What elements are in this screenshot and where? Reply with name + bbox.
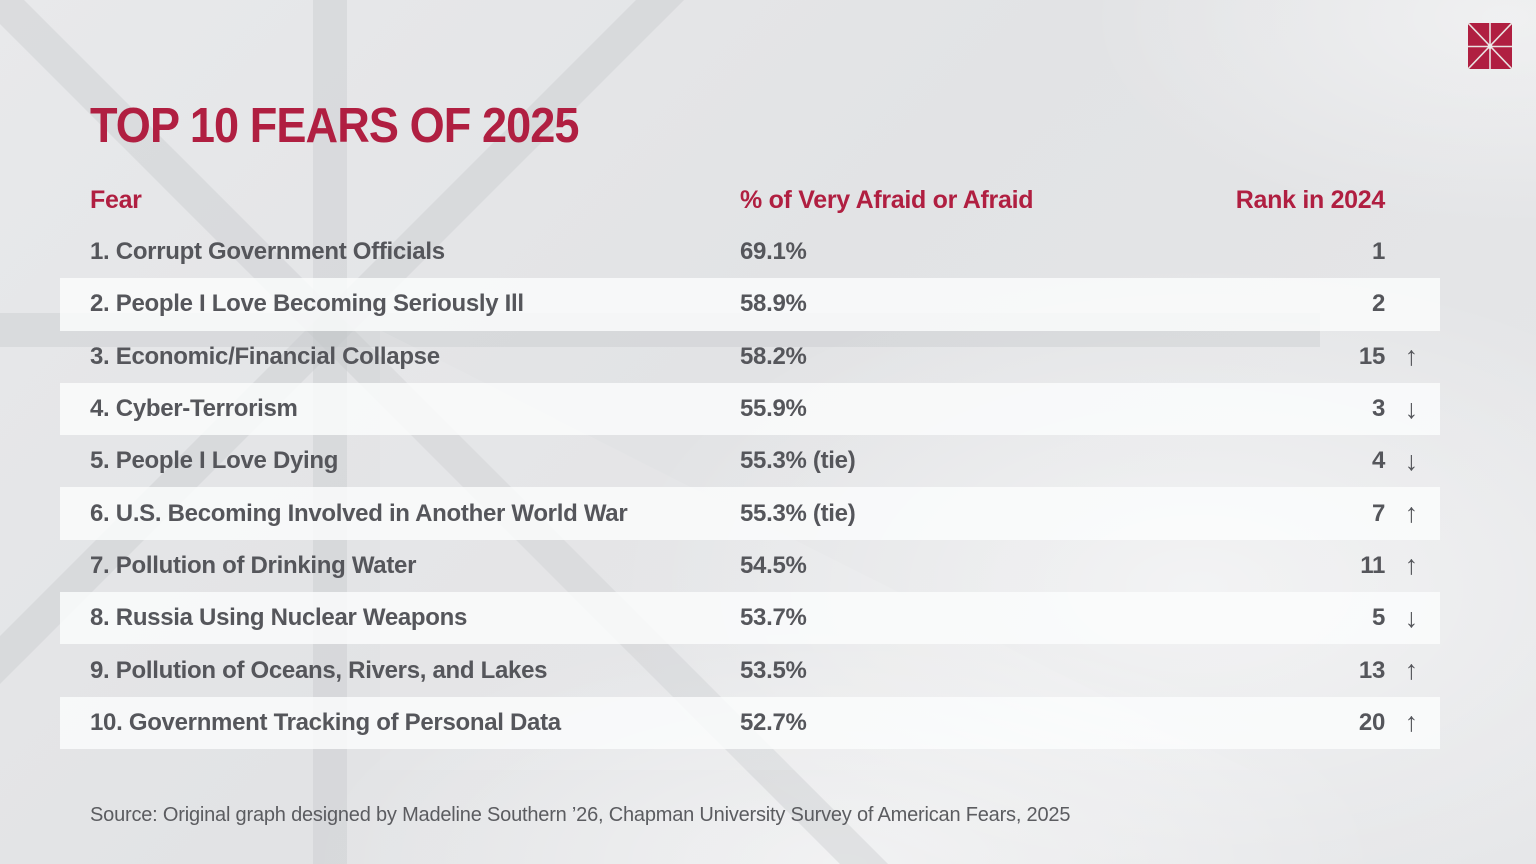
fear-label: 4. Cyber-Terrorism bbox=[90, 395, 298, 423]
table-row: 2. People I Love Becoming Seriously Ill … bbox=[60, 278, 1440, 331]
fear-label: 7. Pollution of Drinking Water bbox=[90, 551, 417, 579]
percent-value: 69.1% bbox=[740, 238, 807, 266]
source-caption: Source: Original graph designed by Madel… bbox=[90, 804, 1071, 826]
rank-value: 13 bbox=[1358, 656, 1385, 684]
trend-down-arrow-icon: ↓ bbox=[1404, 393, 1419, 424]
column-header-fear: Fear bbox=[90, 185, 142, 214]
percent-value: 53.5% bbox=[740, 656, 807, 684]
trend-up-arrow-icon: ↑ bbox=[1404, 550, 1419, 581]
percent-value: 55.3% (tie) bbox=[740, 499, 856, 527]
fear-label: 10. Government Tracking of Personal Data bbox=[90, 708, 561, 736]
rank-value: 4 bbox=[1371, 447, 1385, 475]
trend-down-arrow-icon: ↓ bbox=[1404, 445, 1419, 476]
fear-label: 9. Pollution of Oceans, Rivers, and Lake… bbox=[90, 656, 548, 684]
table-row: 6. U.S. Becoming Involved in Another Wor… bbox=[60, 487, 1440, 540]
percent-value: 58.2% bbox=[740, 342, 807, 370]
table-row: 5. People I Love Dying 55.3% (tie) 4 ↓ bbox=[60, 435, 1440, 487]
table-header-row: Fear % of Very Afraid or Afraid Rank in … bbox=[60, 183, 1440, 217]
fear-label: 2. People I Love Becoming Seriously Ill bbox=[90, 290, 524, 318]
rank-value: 7 bbox=[1371, 499, 1385, 527]
percent-value: 55.3% (tie) bbox=[740, 447, 856, 475]
fear-label: 6. U.S. Becoming Involved in Another Wor… bbox=[90, 499, 628, 527]
fear-label: 3. Economic/Financial Collapse bbox=[90, 342, 440, 370]
table-row: 8. Russia Using Nuclear Weapons 53.7% 5 … bbox=[60, 592, 1440, 645]
trend-up-arrow-icon: ↑ bbox=[1404, 655, 1419, 686]
trend-up-arrow-icon: ↑ bbox=[1404, 341, 1419, 372]
column-header-percent: % of Very Afraid or Afraid bbox=[740, 185, 1034, 214]
rank-value: 20 bbox=[1358, 708, 1385, 736]
rank-cell: 2 bbox=[1200, 290, 1440, 318]
rank-cell: 4 ↓ bbox=[1200, 447, 1440, 475]
trend-up-arrow-icon: ↑ bbox=[1404, 707, 1419, 738]
table-row: 4. Cyber-Terrorism 55.9% 3 ↓ bbox=[60, 382, 1440, 436]
percent-value: 58.9% bbox=[740, 290, 807, 318]
table-row: 3. Economic/Financial Collapse 58.2% 15 … bbox=[60, 331, 1440, 383]
column-header-rank-2024: Rank in 2024 bbox=[1235, 185, 1386, 214]
rank-cell: 7 ↑ bbox=[1200, 500, 1440, 528]
fear-label: 1. Corrupt Government Officials bbox=[90, 238, 445, 266]
percent-value: 52.7% bbox=[740, 708, 807, 736]
table-row: 10. Government Tracking of Personal Data… bbox=[60, 696, 1440, 749]
percent-value: 53.7% bbox=[740, 604, 807, 632]
chapman-window-logo-icon bbox=[1468, 23, 1512, 69]
rank-cell: 15 ↑ bbox=[1200, 343, 1440, 371]
table-row: 9. Pollution of Oceans, Rivers, and Lake… bbox=[60, 644, 1440, 696]
rank-cell: 3 ↓ bbox=[1200, 395, 1440, 423]
rank-value: 3 bbox=[1371, 395, 1385, 423]
fear-label: 5. People I Love Dying bbox=[90, 447, 339, 475]
trend-up-arrow-icon: ↑ bbox=[1404, 498, 1419, 529]
fear-label: 8. Russia Using Nuclear Weapons bbox=[90, 604, 468, 632]
page-title: TOP 10 FEARS OF 2025 bbox=[90, 99, 579, 153]
rank-cell: 1 bbox=[1200, 238, 1440, 266]
rank-value: 11 bbox=[1360, 551, 1385, 579]
table-body: 1. Corrupt Government Officials 69.1% 1 … bbox=[60, 226, 1440, 749]
rank-value: 15 bbox=[1358, 342, 1385, 370]
percent-value: 54.5% bbox=[740, 551, 807, 579]
rank-cell: 20 ↑ bbox=[1200, 709, 1440, 737]
table-row: 7. Pollution of Drinking Water 54.5% 11 … bbox=[60, 540, 1440, 592]
trend-down-arrow-icon: ↓ bbox=[1404, 602, 1419, 633]
rank-value: 1 bbox=[1371, 238, 1385, 266]
rank-value: 2 bbox=[1371, 290, 1385, 318]
rank-value: 5 bbox=[1371, 604, 1385, 632]
rank-cell: 11 ↑ bbox=[1200, 552, 1440, 580]
table-row: 1. Corrupt Government Officials 69.1% 1 bbox=[60, 226, 1440, 278]
percent-value: 55.9% bbox=[740, 395, 807, 423]
rank-cell: 13 ↑ bbox=[1200, 657, 1440, 685]
rank-cell: 5 ↓ bbox=[1200, 604, 1440, 632]
